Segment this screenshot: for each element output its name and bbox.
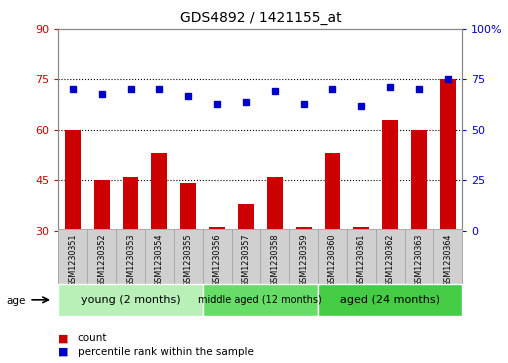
Text: GSM1230356: GSM1230356 bbox=[212, 233, 221, 287]
Text: GSM1230352: GSM1230352 bbox=[97, 233, 106, 287]
Bar bbox=[318, 284, 462, 316]
Text: GSM1230354: GSM1230354 bbox=[155, 233, 164, 287]
Bar bbox=[347, 229, 376, 285]
Bar bbox=[122, 177, 139, 231]
Bar bbox=[180, 183, 196, 231]
Bar bbox=[440, 79, 456, 231]
Bar bbox=[116, 229, 145, 285]
Text: ■: ■ bbox=[58, 333, 69, 343]
Text: GSM1230358: GSM1230358 bbox=[270, 233, 279, 287]
Bar bbox=[261, 229, 289, 285]
Bar bbox=[87, 229, 116, 285]
Bar bbox=[145, 229, 174, 285]
Bar bbox=[58, 284, 203, 316]
Bar bbox=[318, 229, 347, 285]
Bar bbox=[289, 229, 318, 285]
Bar bbox=[238, 204, 254, 231]
Bar bbox=[203, 229, 232, 285]
Text: GSM1230359: GSM1230359 bbox=[299, 233, 308, 287]
Text: age: age bbox=[7, 295, 26, 306]
Bar bbox=[203, 284, 318, 316]
Bar bbox=[151, 153, 167, 231]
Title: GDS4892 / 1421155_at: GDS4892 / 1421155_at bbox=[179, 11, 341, 25]
Bar bbox=[376, 229, 404, 285]
Text: percentile rank within the sample: percentile rank within the sample bbox=[78, 347, 253, 357]
Bar bbox=[58, 229, 87, 285]
Text: count: count bbox=[78, 333, 107, 343]
Bar bbox=[404, 229, 433, 285]
Bar bbox=[433, 229, 462, 285]
Bar bbox=[209, 227, 225, 231]
Bar bbox=[232, 229, 261, 285]
Bar bbox=[267, 177, 283, 231]
Text: GSM1230361: GSM1230361 bbox=[357, 233, 366, 286]
Bar bbox=[325, 153, 340, 231]
Text: middle aged (12 months): middle aged (12 months) bbox=[199, 295, 322, 305]
Text: GSM1230355: GSM1230355 bbox=[184, 233, 193, 287]
Text: GSM1230357: GSM1230357 bbox=[241, 233, 250, 287]
Text: GSM1230364: GSM1230364 bbox=[443, 233, 452, 286]
Text: GSM1230362: GSM1230362 bbox=[386, 233, 395, 287]
Bar bbox=[354, 227, 369, 231]
Bar bbox=[411, 130, 427, 231]
Text: GSM1230353: GSM1230353 bbox=[126, 233, 135, 287]
Text: ■: ■ bbox=[58, 347, 69, 357]
Text: young (2 months): young (2 months) bbox=[81, 295, 180, 305]
Text: GSM1230360: GSM1230360 bbox=[328, 233, 337, 286]
Text: GSM1230351: GSM1230351 bbox=[69, 233, 77, 287]
Bar bbox=[65, 130, 81, 231]
Text: GSM1230363: GSM1230363 bbox=[415, 233, 424, 286]
Text: aged (24 months): aged (24 months) bbox=[340, 295, 440, 305]
Bar bbox=[382, 120, 398, 231]
Bar bbox=[174, 229, 203, 285]
Bar bbox=[94, 180, 110, 231]
Bar bbox=[296, 227, 311, 231]
